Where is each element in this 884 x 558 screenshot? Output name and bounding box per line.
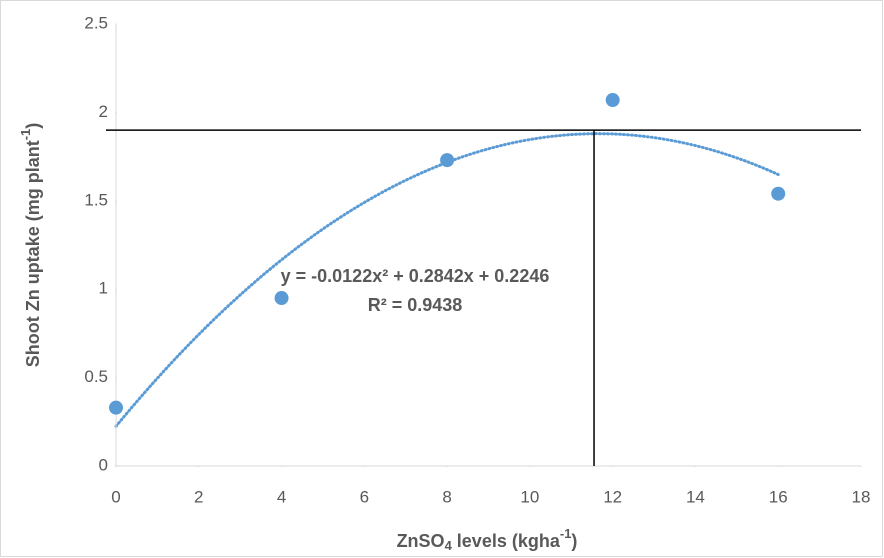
y-title-sup: -1: [18, 129, 33, 141]
trendline-equation: y = -0.0122x² + 0.2842x + 0.2246: [281, 266, 550, 286]
x-tick-label: 18: [852, 487, 871, 506]
r-squared: R² = 0.9438: [368, 295, 463, 315]
x-tick-label: 14: [686, 487, 705, 506]
x-tick-label: 16: [769, 487, 788, 506]
point: [771, 186, 786, 201]
x-tick-label: 0: [111, 487, 120, 506]
point: [274, 291, 289, 306]
x-title-part: ZnSO: [397, 531, 445, 551]
y-tick-label: 0.5: [84, 367, 108, 386]
x-tick-label: 12: [603, 487, 622, 506]
y-tick-label: 0: [99, 455, 108, 474]
x-title-sub: 4: [445, 538, 453, 553]
x-axis-title: ZnSO4 levels (kgha-1): [397, 526, 578, 553]
y-title-part: ): [23, 123, 43, 129]
x-tick-label: 6: [360, 487, 369, 506]
point: [440, 153, 455, 168]
y-axis-title: Shoot Zn uptake (mg plant-1): [18, 123, 42, 368]
x-tick-label: 8: [442, 487, 451, 506]
y-tick-label: 2.5: [84, 13, 108, 32]
x-title-part: levels (kgha: [452, 531, 561, 551]
x-tick-label: 10: [520, 487, 539, 506]
y-title-part: Shoot Zn uptake (mg plant: [23, 140, 43, 367]
point: [605, 93, 620, 108]
point: [109, 400, 123, 415]
x-title-sup: -1: [560, 526, 572, 541]
y-tick-label: 1.5: [84, 190, 108, 209]
x-title-part: ): [571, 531, 577, 551]
y-tick-label: 1: [99, 279, 108, 298]
y-tick-label: 2: [99, 102, 108, 121]
x-tick-label: 4: [277, 487, 286, 506]
x-tick-label: 2: [194, 487, 203, 506]
